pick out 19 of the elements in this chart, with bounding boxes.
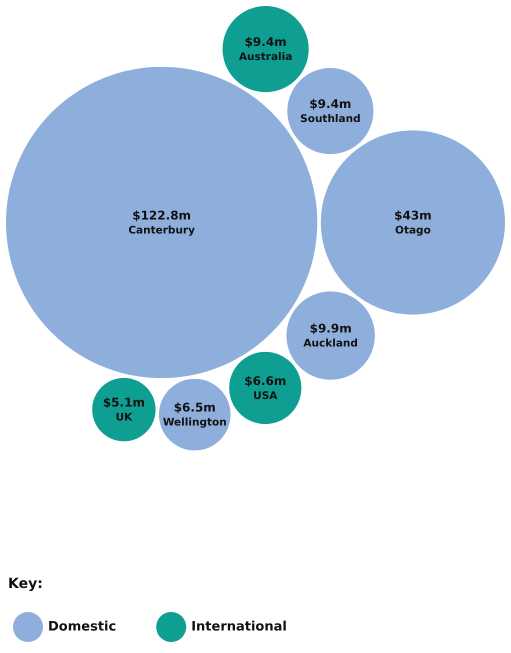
data-label: $5.1m — [102, 396, 145, 410]
legend-label: International — [191, 620, 287, 634]
category-label: Canterbury — [128, 224, 196, 236]
data-label: $9.9m — [310, 322, 352, 336]
category-label: Wellington — [162, 416, 227, 429]
data-label: $9.4m — [309, 97, 352, 112]
legend-label: Domestic — [48, 620, 116, 634]
data-label: $43m — [394, 208, 432, 222]
category-label: Auckland — [303, 338, 358, 350]
category-label: UK — [116, 412, 134, 424]
data-label: $9.4m — [244, 35, 287, 50]
category-label: Southland — [300, 113, 361, 126]
legend-title: Key: — [8, 576, 43, 592]
category-label: USA — [253, 390, 278, 402]
data-label: $6.6m — [244, 374, 286, 388]
data-label: $6.5m — [174, 400, 216, 415]
category-label: Australia — [238, 51, 292, 64]
category-label: Otago — [395, 224, 431, 236]
data-label: $122.8m — [132, 208, 192, 222]
